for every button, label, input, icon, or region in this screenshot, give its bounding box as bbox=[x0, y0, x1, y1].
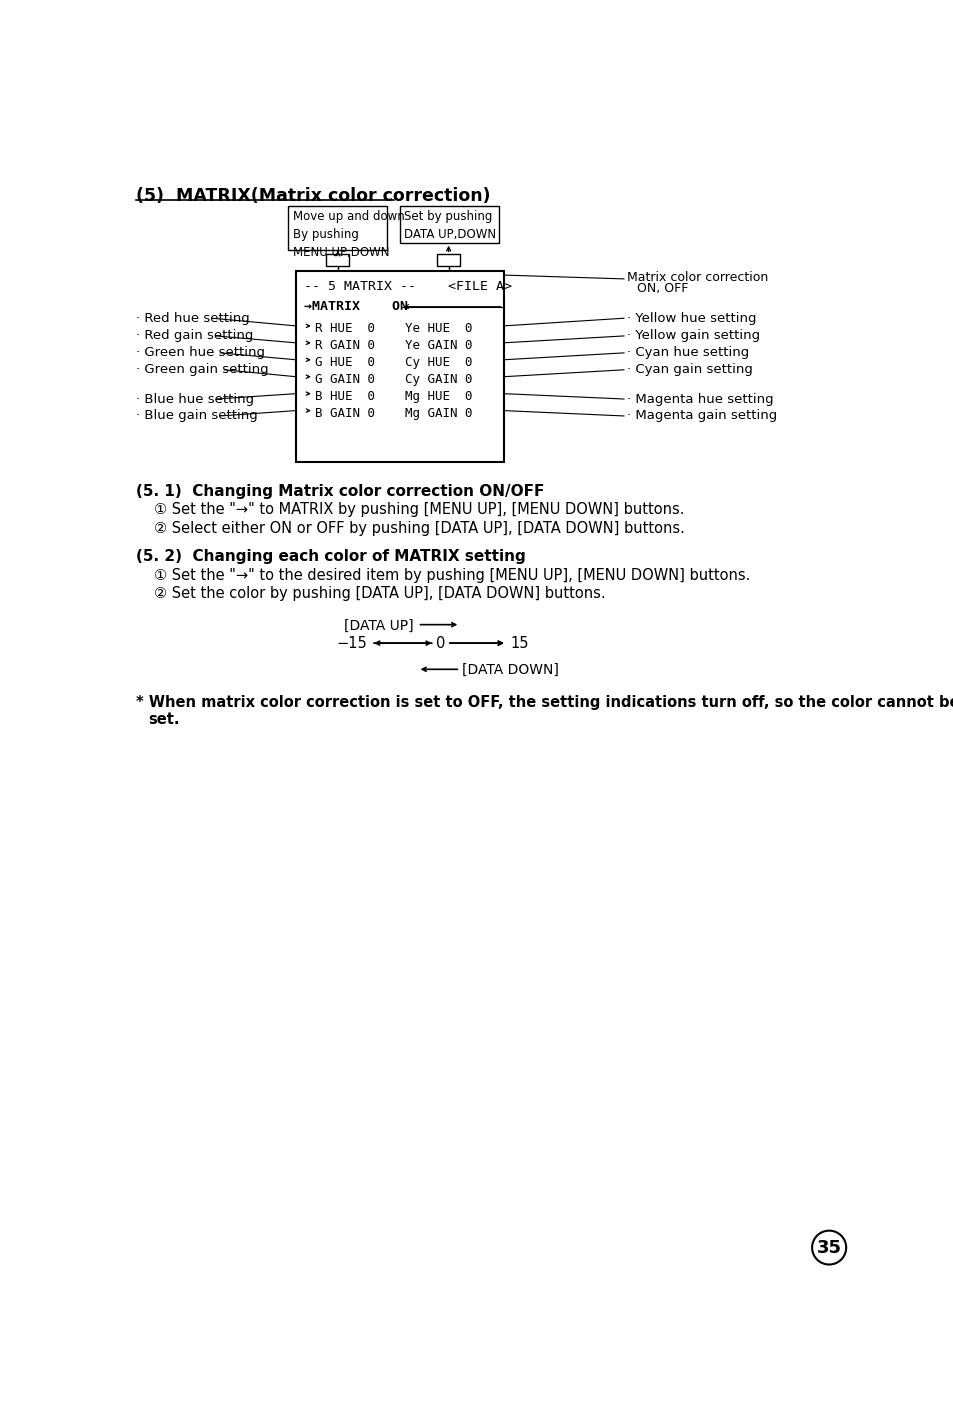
Bar bbox=[295, 271, 503, 462]
Text: · Cyan gain setting: · Cyan gain setting bbox=[626, 364, 752, 376]
Text: ① Set the "→" to MATRIX by pushing [MENU UP], [MENU DOWN] buttons.: ① Set the "→" to MATRIX by pushing [MENU… bbox=[154, 502, 684, 518]
Text: · Green gain setting: · Green gain setting bbox=[136, 364, 269, 376]
Text: · Cyan hue setting: · Cyan hue setting bbox=[626, 347, 748, 359]
Text: ON, OFF: ON, OFF bbox=[637, 282, 688, 295]
Text: 0: 0 bbox=[436, 636, 445, 650]
Text: ② Select either ON or OFF by pushing [DATA UP], [DATA DOWN] buttons.: ② Select either ON or OFF by pushing [DA… bbox=[154, 520, 684, 536]
Bar bbox=[288, 205, 387, 251]
Text: R HUE  0    Ye HUE  0: R HUE 0 Ye HUE 0 bbox=[315, 322, 473, 335]
Text: ② Set the color by pushing [DATA UP], [DATA DOWN] buttons.: ② Set the color by pushing [DATA UP], [D… bbox=[154, 586, 605, 602]
Text: (5)  MATRIX(Matrix color correction): (5) MATRIX(Matrix color correction) bbox=[136, 187, 490, 204]
Text: · Yellow gain setting: · Yellow gain setting bbox=[626, 329, 760, 342]
Text: ① Set the "→" to the desired item by pushing [MENU UP], [MENU DOWN] buttons.: ① Set the "→" to the desired item by pus… bbox=[154, 568, 750, 583]
Text: · Blue hue setting: · Blue hue setting bbox=[136, 392, 254, 405]
Text: [DATA UP]: [DATA UP] bbox=[344, 619, 414, 633]
Text: [DATA DOWN]: [DATA DOWN] bbox=[461, 663, 558, 677]
Text: B HUE  0    Mg HUE  0: B HUE 0 Mg HUE 0 bbox=[315, 389, 473, 402]
Text: · Yellow hue setting: · Yellow hue setting bbox=[626, 312, 756, 325]
Text: · Red hue setting: · Red hue setting bbox=[136, 312, 250, 325]
Text: · Blue gain setting: · Blue gain setting bbox=[136, 409, 257, 422]
Text: G GAIN 0    Cy GAIN 0: G GAIN 0 Cy GAIN 0 bbox=[315, 372, 473, 386]
Text: · Magenta gain setting: · Magenta gain setting bbox=[626, 409, 777, 422]
Text: · Magenta hue setting: · Magenta hue setting bbox=[626, 392, 773, 405]
Text: · Red gain setting: · Red gain setting bbox=[136, 329, 253, 342]
Text: −15: −15 bbox=[336, 636, 367, 650]
Text: R GAIN 0    Ye GAIN 0: R GAIN 0 Ye GAIN 0 bbox=[315, 339, 473, 352]
Text: set.: set. bbox=[149, 713, 180, 727]
Text: Set by pushing
DATA UP,DOWN: Set by pushing DATA UP,DOWN bbox=[404, 211, 497, 241]
Text: (5. 2)  Changing each color of MATRIX setting: (5. 2) Changing each color of MATRIX set… bbox=[136, 549, 525, 565]
Bar bbox=[399, 205, 498, 242]
Text: G HUE  0    Cy HUE  0: G HUE 0 Cy HUE 0 bbox=[315, 356, 473, 369]
Text: B GAIN 0    Mg GAIN 0: B GAIN 0 Mg GAIN 0 bbox=[315, 406, 473, 419]
Text: Matrix color correction: Matrix color correction bbox=[626, 271, 767, 284]
Text: 15: 15 bbox=[510, 636, 529, 650]
Text: (5. 1)  Changing Matrix color correction ON/OFF: (5. 1) Changing Matrix color correction … bbox=[136, 483, 544, 499]
Text: 35: 35 bbox=[816, 1239, 841, 1256]
Text: →MATRIX    ON: →MATRIX ON bbox=[303, 301, 407, 314]
Bar bbox=[436, 254, 459, 265]
Text: Move up and down
By pushing
MENU UP,DOWN: Move up and down By pushing MENU UP,DOWN bbox=[293, 211, 404, 260]
Text: · Green hue setting: · Green hue setting bbox=[136, 347, 265, 359]
Text: -- 5 MATRIX --    <FILE A>: -- 5 MATRIX -- <FILE A> bbox=[303, 281, 511, 294]
Text: * When matrix color correction is set to OFF, the setting indications turn off, : * When matrix color correction is set to… bbox=[136, 696, 953, 710]
Bar bbox=[326, 254, 349, 265]
